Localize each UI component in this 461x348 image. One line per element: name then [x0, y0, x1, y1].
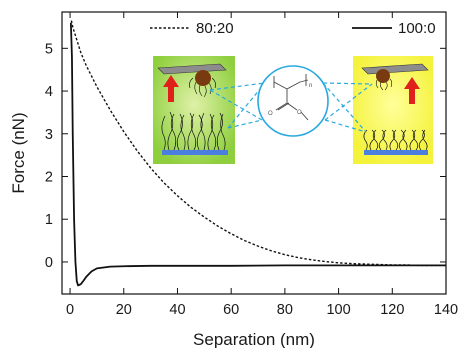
right-polymer-chains — [363, 129, 428, 151]
inset-schematic: O O n — [153, 56, 433, 164]
left-substrate — [162, 150, 228, 155]
right-pull-arrow — [404, 77, 420, 104]
left-polymer-chains — [161, 111, 226, 151]
svg-text:O: O — [297, 110, 302, 116]
series-line-100-0 — [69, 22, 446, 287]
y-tick-labels: 0 1 2 3 4 5 — [45, 41, 53, 271]
molecule-structure: O O n — [257, 65, 329, 137]
y-tick-label: 4 — [45, 84, 53, 100]
x-tick-label: 80 — [277, 302, 293, 318]
x-tick-labels: 0 20 40 60 80 100 120 140 — [66, 302, 458, 318]
plot-frame — [61, 11, 447, 295]
right-brush-panel — [353, 56, 433, 164]
right-tip — [376, 69, 390, 83]
x-tick-label: 20 — [116, 302, 132, 318]
x-tick-label: 40 — [169, 302, 185, 318]
left-pull-arrow — [163, 75, 179, 102]
legend-label-80-20: 80:20 — [196, 20, 234, 37]
x-tick-label: 120 — [380, 302, 404, 318]
left-cantilever — [157, 63, 227, 75]
left-brush-panel — [153, 56, 235, 164]
y-tick-label: 1 — [45, 212, 53, 228]
left-tip — [195, 70, 211, 86]
y-tick-label: 5 — [45, 41, 53, 57]
series-layer — [69, 20, 446, 287]
series-line-80-20 — [70, 20, 446, 267]
x-tick-label: 140 — [434, 302, 458, 318]
x-tick-label: 60 — [223, 302, 239, 318]
axis-ticks — [62, 12, 447, 294]
y-tick-label: 0 — [45, 255, 53, 271]
right-substrate — [364, 150, 428, 155]
x-tick-label: 0 — [66, 302, 74, 318]
legend: 80:20 100:0 — [150, 20, 436, 37]
legend-label-100-0: 100:0 — [398, 20, 436, 37]
y-axis-title: Force (nN) — [9, 112, 28, 193]
x-tick-label: 100 — [326, 302, 350, 318]
x-axis-title: Separation (nm) — [193, 330, 315, 348]
y-tick-label: 3 — [45, 127, 53, 143]
subscript-n: n — [309, 83, 312, 89]
inset-connectors — [209, 82, 373, 133]
svg-text:O: O — [268, 111, 273, 117]
y-tick-label: 2 — [45, 170, 53, 186]
